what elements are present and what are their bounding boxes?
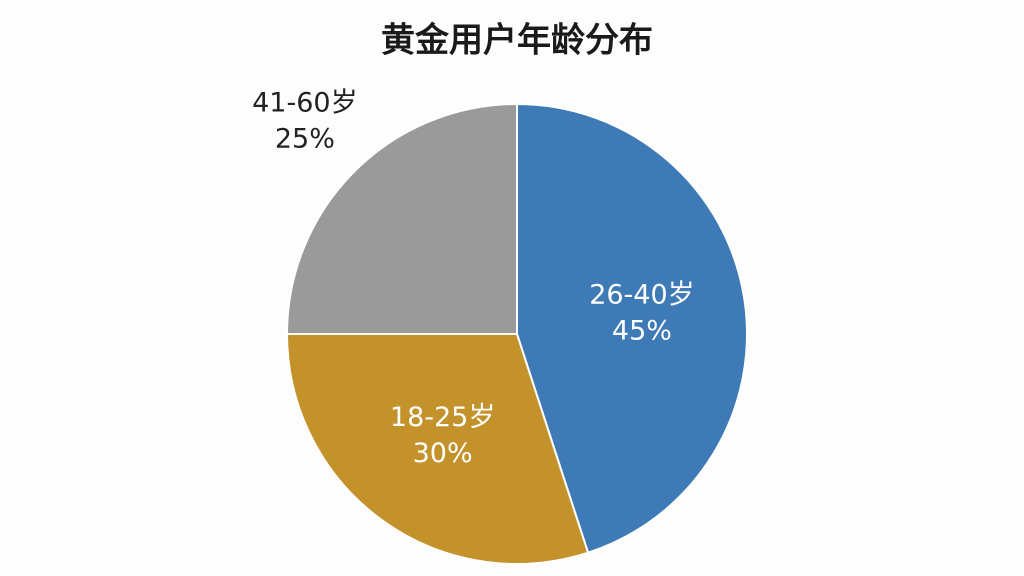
- slice-label: 26-40岁: [589, 280, 694, 311]
- slice-value-label: 45%: [612, 316, 672, 347]
- slice-value-label: 30%: [413, 438, 473, 469]
- slice-value-label: 25%: [275, 123, 335, 154]
- chart-title: 黄金用户年龄分布: [381, 21, 653, 61]
- slice-label: 18-25岁: [390, 402, 495, 433]
- pie-slice: [285, 102, 518, 335]
- slice-label: 41-60岁: [252, 87, 357, 118]
- pie-slice: [516, 102, 748, 555]
- pie-slice: [285, 333, 590, 565]
